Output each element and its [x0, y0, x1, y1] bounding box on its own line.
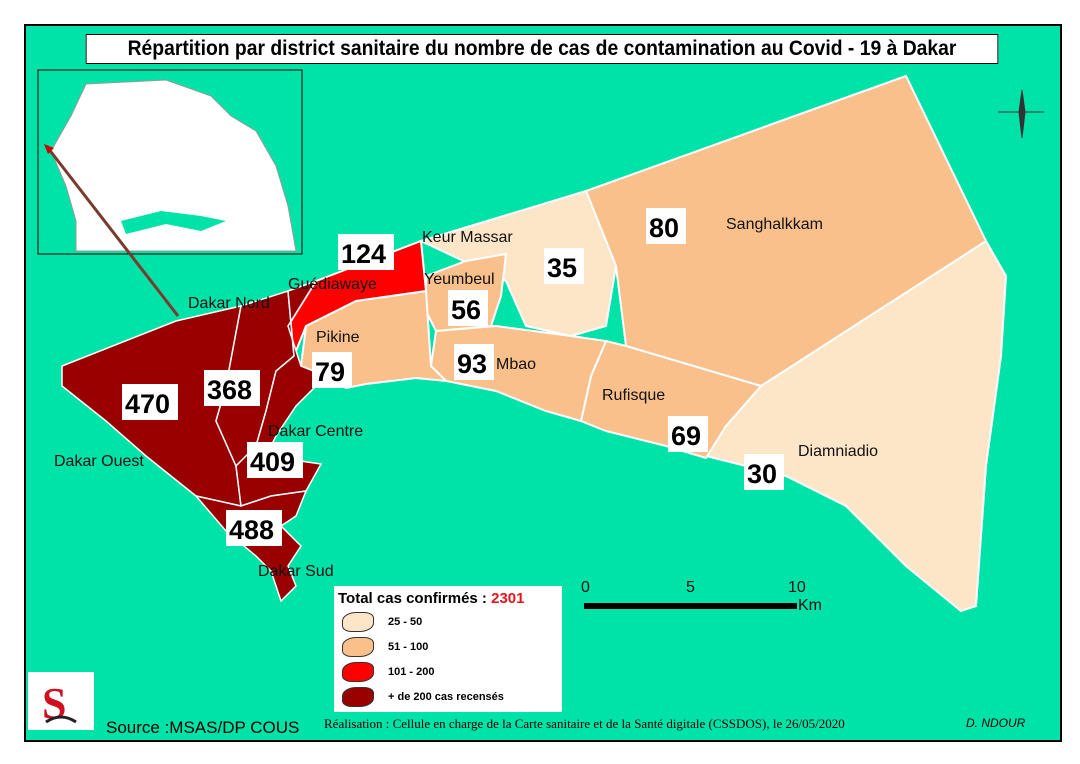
legend-total: Total cas confirmés : 2301	[334, 586, 562, 609]
svg-text:470: 470	[125, 389, 170, 419]
svg-text:Keur Massar: Keur Massar	[422, 229, 513, 246]
svg-text:69: 69	[671, 421, 701, 451]
map-canvas: 0 5 10 Km Dakar Ouest Dakar Nord Dakar C…	[37, 69, 1044, 614]
svg-text:93: 93	[457, 349, 487, 379]
svg-text:30: 30	[747, 459, 777, 489]
swatch-25-50	[342, 611, 374, 632]
svg-text:Pikine: Pikine	[316, 329, 360, 346]
svg-text:Dakar Centre: Dakar Centre	[268, 423, 363, 440]
svg-text:Dakar Sud: Dakar Sud	[258, 563, 334, 580]
svg-text:Diamniadio: Diamniadio	[798, 443, 878, 460]
source-text: Source :MSAS/DP COUS	[106, 718, 300, 737]
total-value: 2301	[491, 590, 525, 607]
total-label: Total cas confirmés :	[338, 590, 487, 607]
svg-text:Yeumbeul: Yeumbeul	[424, 271, 495, 288]
map-frame: 0 5 10 Km Dakar Ouest Dakar Nord Dakar C…	[24, 24, 1062, 742]
svg-text:5: 5	[686, 579, 695, 596]
svg-text:10: 10	[788, 579, 806, 596]
svg-text:124: 124	[341, 239, 386, 269]
svg-text:488: 488	[229, 515, 274, 545]
district-labels: Dakar Ouest Dakar Nord Dakar Centre Daka…	[54, 216, 878, 580]
author-text: D. NDOUR	[966, 716, 1026, 730]
inset-map-senegal	[37, 69, 303, 317]
map-title: Répartition par district sanitaire du no…	[85, 34, 999, 64]
svg-text:0: 0	[581, 579, 590, 596]
svg-text:56: 56	[451, 295, 481, 325]
svg-text:S: S	[42, 679, 66, 728]
legend-label: 51 - 100	[388, 640, 429, 653]
svg-text:Dakar Ouest: Dakar Ouest	[54, 453, 144, 470]
legend: Total cas confirmés : 2301 25 - 50 51 - …	[334, 586, 562, 712]
swatch-200-plus	[342, 686, 374, 707]
svg-text:Guédiawaye: Guédiawaye	[288, 276, 377, 293]
swatch-51-100	[342, 636, 374, 657]
svg-text:Sanghalkkam: Sanghalkkam	[726, 216, 823, 233]
svg-text:368: 368	[207, 375, 252, 405]
legend-item: 101 - 200	[334, 659, 562, 684]
legend-label: 25 - 50	[388, 615, 423, 628]
svg-text:409: 409	[250, 447, 295, 477]
svg-text:Km: Km	[798, 597, 822, 614]
district-keur-massar[interactable]	[418, 189, 618, 338]
svg-text:79: 79	[315, 357, 345, 387]
legend-item: 25 - 50	[334, 609, 562, 634]
scale-bar: 0 5 10 Km	[581, 579, 822, 614]
case-counts: 470 368 409 488 124 79 56 35 93 69 80 30	[122, 208, 784, 546]
ministry-logo: S	[28, 672, 94, 730]
district-diamniadio[interactable]	[704, 239, 1008, 613]
svg-text:35: 35	[547, 253, 577, 283]
legend-label: 101 - 200	[388, 665, 435, 678]
legend-item: + de 200 cas recensés	[334, 684, 562, 709]
swatch-101-200	[342, 661, 374, 682]
svg-text:Mbao: Mbao	[496, 356, 536, 373]
legend-item: 51 - 100	[334, 634, 562, 659]
north-arrow-icon	[998, 89, 1044, 139]
svg-text:80: 80	[649, 213, 679, 243]
credit-text: Réalisation : Cellule en charge de la Ca…	[324, 716, 845, 731]
svg-text:Dakar Nord: Dakar Nord	[188, 295, 270, 312]
svg-text:Rufisque: Rufisque	[602, 387, 665, 404]
legend-label: + de 200 cas recensés	[388, 690, 504, 703]
